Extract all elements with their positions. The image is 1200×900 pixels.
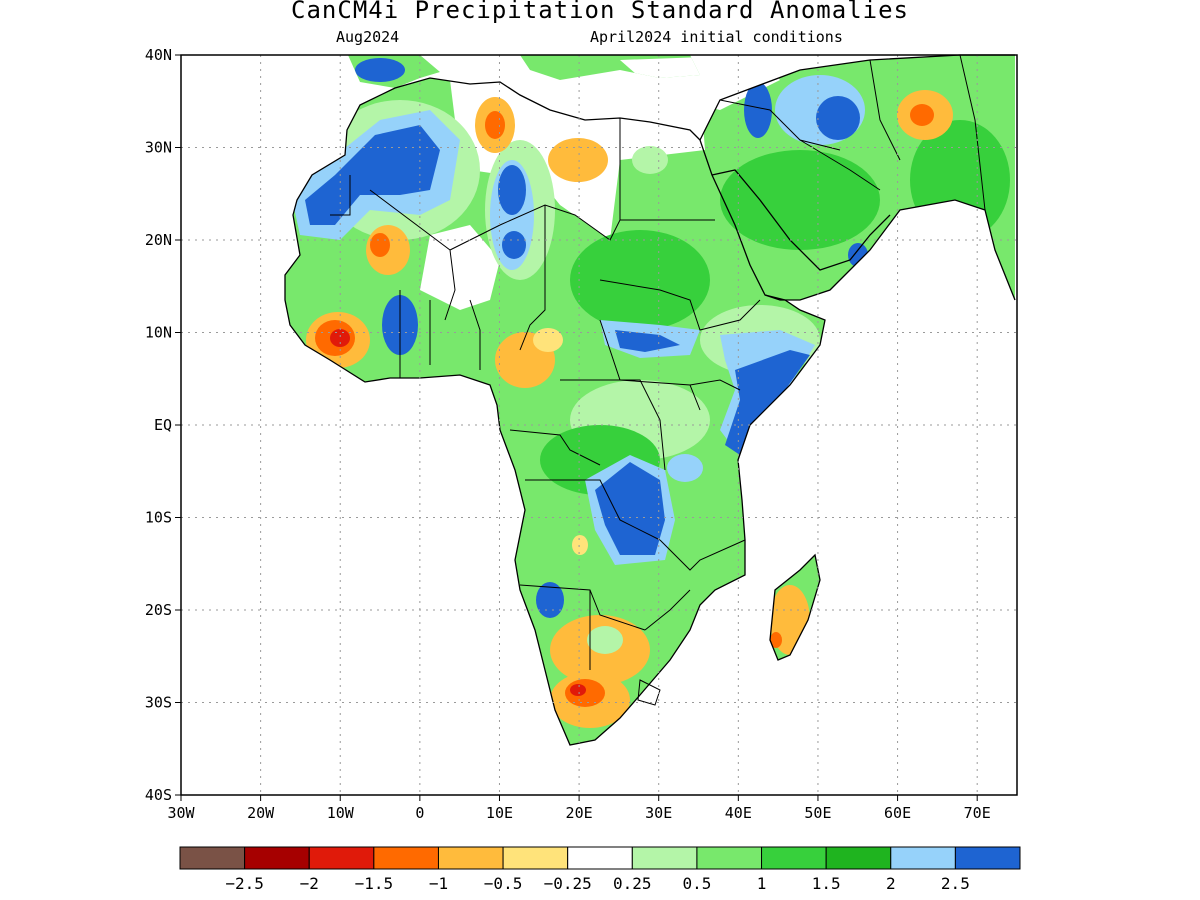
angola-neutral bbox=[572, 535, 588, 555]
arabia-dark-green bbox=[720, 150, 880, 250]
south-africa-dry-extreme bbox=[570, 684, 586, 696]
colorbar-label: −0.25 bbox=[544, 874, 592, 893]
y-tick-label: 10N bbox=[145, 324, 172, 342]
x-tick-label: 20E bbox=[566, 804, 593, 822]
x-tick-label: 70E bbox=[964, 804, 991, 822]
botswana-neutral bbox=[587, 626, 623, 654]
y-tick-label: EQ bbox=[154, 416, 172, 434]
colorbar-swatch bbox=[244, 846, 310, 870]
iberia-wet-anomaly bbox=[355, 58, 405, 82]
x-tick-label: 10W bbox=[327, 804, 355, 822]
colorbar: −2.5 −2 −1.5 −1 −0.5 −0.25 0.25 0.5 1 1.5 2 2.5 bbox=[179, 846, 1021, 893]
initial-conditions: April2024 initial conditions bbox=[590, 28, 843, 46]
x-tick-label: 50E bbox=[804, 804, 831, 822]
x-tick-label: 40E bbox=[725, 804, 752, 822]
mali-dry-strong bbox=[370, 233, 390, 257]
niger-wet-strong-2 bbox=[502, 231, 526, 259]
x-tick-label: 30E bbox=[645, 804, 672, 822]
colorbar-swatch bbox=[567, 846, 633, 870]
colorbar-swatch bbox=[761, 846, 827, 870]
libya-dry-light bbox=[548, 138, 608, 182]
x-tick-label: 10E bbox=[486, 804, 513, 822]
cameroon-dry-moderate bbox=[533, 328, 563, 352]
y-tick-label: 40N bbox=[145, 46, 172, 64]
colorbar-label: −2.5 bbox=[225, 874, 264, 893]
turkey-wet-anomaly bbox=[775, 55, 805, 70]
colorbar-label: 1.5 bbox=[812, 874, 841, 893]
forecast-month: Aug2024 bbox=[336, 28, 400, 46]
longitude-axis: 30W 20W 10W 0 10E 20E 30E 40E 50E 60E 70E bbox=[167, 795, 991, 822]
y-tick-label: 40S bbox=[145, 786, 172, 804]
colorbar-label: −0.5 bbox=[484, 874, 523, 893]
x-tick-label: 30W bbox=[167, 804, 195, 822]
chart-title: CanCM4i Precipitation Standard Anomalies bbox=[291, 0, 909, 24]
south-sudan-wet-strong bbox=[615, 330, 680, 352]
colorbar-label: −1 bbox=[429, 874, 448, 893]
colorbar-swatch bbox=[696, 846, 763, 870]
tanzania-wet-anomaly bbox=[667, 454, 703, 482]
north-africa-neutral-region bbox=[420, 225, 500, 310]
colorbar-swatch bbox=[502, 846, 569, 870]
zambia-wet-strong bbox=[595, 462, 665, 555]
graticule bbox=[181, 55, 1017, 795]
colorbar-label: −2 bbox=[300, 874, 319, 893]
x-tick-label: 20W bbox=[247, 804, 275, 822]
levant-wet-strong bbox=[744, 82, 772, 138]
west-africa-strong-wet bbox=[305, 125, 440, 225]
horn-wet-strong bbox=[725, 350, 810, 455]
y-tick-label: 20S bbox=[145, 601, 172, 619]
colorbar-swatch bbox=[373, 846, 439, 870]
x-tick-label: 60E bbox=[884, 804, 911, 822]
angola-wet-anomaly bbox=[536, 582, 564, 618]
y-tick-label: 20N bbox=[145, 231, 172, 249]
y-tick-label: 30N bbox=[145, 139, 172, 157]
guinea-dry-extreme bbox=[330, 329, 350, 347]
colorbar-swatch bbox=[179, 846, 246, 870]
country-borders bbox=[330, 54, 986, 706]
colorbar-swatch bbox=[631, 846, 698, 870]
colorbar-swatch bbox=[437, 846, 504, 870]
colorbar-label: 2.5 bbox=[941, 874, 970, 893]
colorbar-label: 2 bbox=[886, 874, 896, 893]
y-tick-label: 10S bbox=[145, 509, 172, 527]
colorbar-label: 0.25 bbox=[613, 874, 652, 893]
niger-wet-strong bbox=[498, 165, 526, 215]
sudan-dark-green bbox=[570, 230, 710, 330]
x-tick-label: 0 bbox=[415, 804, 424, 822]
madagascar-dry-strong bbox=[770, 632, 782, 648]
egypt-dry-light bbox=[632, 146, 668, 174]
latitude-axis: 40N 30N 20N 10N EQ 10S 20S 30S 40S bbox=[145, 46, 181, 804]
arabia-wet-strong bbox=[816, 96, 860, 140]
colorbar-label: 1 bbox=[757, 874, 767, 893]
y-tick-label: 30S bbox=[145, 694, 172, 712]
anomaly-field bbox=[285, 55, 1015, 745]
colorbar-label: 0.5 bbox=[682, 874, 711, 893]
colorbar-swatch bbox=[890, 846, 956, 870]
colorbar-swatch bbox=[954, 846, 1021, 870]
colorbar-label: −1.5 bbox=[355, 874, 394, 893]
colorbar-swatch bbox=[308, 846, 375, 870]
algeria-dry-strong bbox=[485, 111, 505, 139]
colorbar-swatch bbox=[825, 846, 892, 870]
south-africa-dry-strong bbox=[565, 679, 605, 707]
iran-dry-strong bbox=[910, 104, 934, 126]
